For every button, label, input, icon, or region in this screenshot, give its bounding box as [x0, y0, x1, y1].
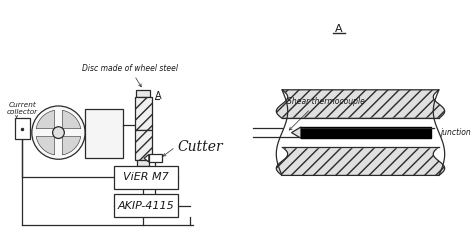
Bar [114, 166, 178, 189]
Text: Shear thermocouple: Shear thermocouple [287, 97, 365, 106]
Polygon shape [144, 154, 149, 162]
Text: junction: junction [441, 128, 472, 137]
Bar [114, 194, 178, 217]
Polygon shape [36, 110, 55, 129]
Text: A: A [335, 24, 343, 34]
Bar [85, 109, 123, 158]
Bar [137, 160, 149, 166]
Text: AKIP-4115: AKIP-4115 [118, 201, 174, 211]
Polygon shape [63, 110, 81, 129]
Bar [137, 90, 150, 98]
Polygon shape [63, 136, 81, 155]
Bar [135, 130, 152, 160]
Polygon shape [282, 118, 439, 147]
Text: Cutter: Cutter [177, 140, 223, 154]
Text: Disc made of wheel steel: Disc made of wheel steel [82, 64, 178, 87]
Polygon shape [276, 90, 445, 118]
Text: ViER M7: ViER M7 [123, 172, 169, 182]
Polygon shape [301, 127, 431, 138]
Text: A: A [155, 90, 161, 101]
Polygon shape [276, 147, 445, 176]
Bar [15, 118, 30, 139]
Circle shape [53, 127, 64, 138]
Bar [149, 154, 162, 162]
Circle shape [32, 106, 85, 159]
Bar [135, 98, 152, 130]
Polygon shape [292, 127, 301, 138]
Polygon shape [36, 136, 55, 155]
Text: Current
collector: Current collector [7, 102, 38, 114]
